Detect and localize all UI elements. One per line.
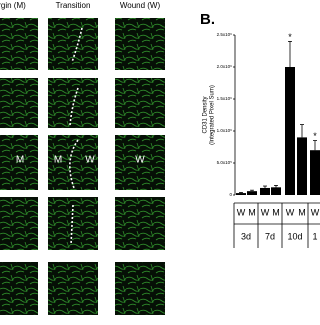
x-tick-label: W bbox=[237, 207, 246, 217]
bar bbox=[247, 191, 257, 195]
micrograph bbox=[115, 18, 165, 70]
micrograph bbox=[48, 197, 98, 250]
bar bbox=[297, 137, 307, 195]
bar bbox=[260, 187, 270, 195]
x-tick-label: M bbox=[298, 207, 306, 217]
micrograph bbox=[48, 18, 98, 70]
micrograph bbox=[48, 135, 98, 190]
y-axis-title: (Integrated Pixel Sum) bbox=[210, 85, 216, 145]
bar bbox=[285, 67, 295, 195]
y-tick-label: 2.5x10⁶ bbox=[217, 32, 233, 37]
y-tick-label: 1.5x10⁶ bbox=[217, 96, 233, 101]
y-tick-label: 1.0x10⁶ bbox=[217, 128, 233, 133]
panel-label: B. bbox=[200, 11, 215, 28]
micrograph bbox=[0, 18, 38, 70]
group-label: 3d bbox=[241, 231, 251, 241]
y-tick-label: 2.0x10⁶ bbox=[217, 64, 233, 69]
bar bbox=[310, 150, 320, 195]
x-tick-label: M bbox=[248, 207, 256, 217]
x-tick-label: W bbox=[311, 207, 320, 217]
y-axis-title: CD31 Density bbox=[203, 96, 209, 133]
border-line bbox=[69, 27, 83, 246]
micrograph bbox=[115, 262, 165, 315]
group-label: 7d bbox=[265, 231, 275, 241]
micrograph bbox=[0, 78, 38, 128]
micrograph bbox=[48, 262, 98, 315]
micrograph bbox=[115, 78, 165, 128]
x-tick-label: W bbox=[261, 207, 270, 217]
micrograph bbox=[115, 135, 165, 190]
micrograph bbox=[48, 78, 98, 128]
micrograph bbox=[0, 135, 38, 190]
group-label: 1 bbox=[312, 231, 317, 241]
panel-annotation: M bbox=[16, 155, 24, 166]
column-header: rgin (M) bbox=[0, 1, 26, 10]
x-tick-label: W bbox=[286, 207, 295, 217]
panel-annotation: M bbox=[54, 155, 62, 166]
bar bbox=[236, 193, 246, 195]
column-header: Wound (W) bbox=[120, 1, 161, 10]
significance-marker: * bbox=[313, 131, 317, 141]
significance-marker: * bbox=[288, 32, 292, 42]
micrographs bbox=[0, 18, 165, 315]
bar bbox=[271, 187, 281, 195]
micrograph bbox=[0, 262, 38, 315]
y-tick-label: 5.0x10⁵ bbox=[217, 160, 233, 165]
micrograph bbox=[115, 197, 165, 250]
column-header: Transition bbox=[56, 1, 91, 10]
y-tick-label: 0 bbox=[229, 192, 232, 197]
category-table bbox=[233, 202, 320, 248]
panel-annotation: W bbox=[135, 155, 145, 166]
panel-annotation: W bbox=[85, 155, 95, 166]
group-label: 10d bbox=[287, 231, 302, 241]
micrograph bbox=[0, 197, 38, 250]
x-tick-label: M bbox=[272, 207, 280, 217]
